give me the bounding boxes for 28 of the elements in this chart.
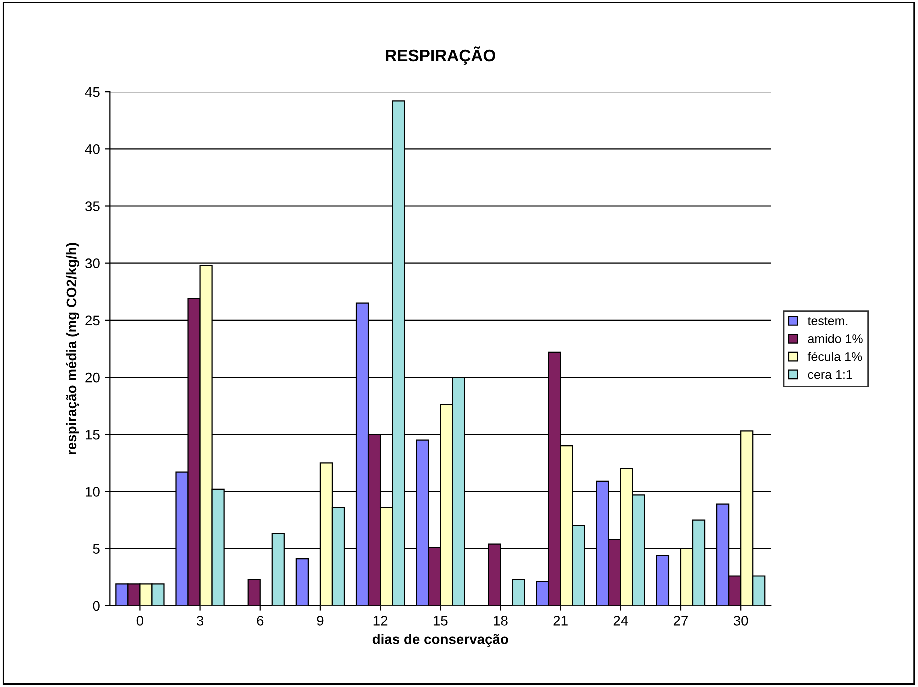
x-tick-label: 9 bbox=[317, 616, 324, 626]
y-tick-label: 25 bbox=[86, 316, 100, 326]
legend-label: testem. bbox=[808, 317, 848, 326]
x-tick-label: 18 bbox=[494, 616, 508, 626]
x-tick-label: 21 bbox=[554, 616, 568, 626]
legend-label: amido 1% bbox=[808, 334, 863, 344]
legend-label: cera 1:1 bbox=[808, 370, 852, 380]
y-tick-label: 40 bbox=[85, 144, 100, 154]
y-tick-label: 15 bbox=[86, 430, 100, 440]
x-tick-label: 0 bbox=[136, 616, 144, 626]
x-axis-title: dias de conservação bbox=[372, 634, 508, 648]
legend-label: fécula 1% bbox=[808, 352, 862, 362]
x-tick-label: 6 bbox=[257, 616, 264, 626]
y-tick-label: 10 bbox=[86, 487, 100, 497]
x-tick-label: 3 bbox=[196, 616, 204, 626]
y-tick-label: 35 bbox=[86, 202, 100, 212]
x-tick-label: 30 bbox=[734, 616, 748, 626]
x-tick-label: 12 bbox=[374, 616, 388, 626]
chart-title: RESPIRAÇÃO bbox=[386, 46, 496, 65]
x-tick-label: 15 bbox=[434, 616, 448, 626]
y-tick-label: 45 bbox=[85, 88, 100, 98]
x-tick-label: 27 bbox=[674, 616, 688, 626]
y-axis-title: respiração média (mg CO2/kg/h) bbox=[66, 243, 80, 455]
y-tick-label: 20 bbox=[86, 372, 100, 383]
x-tick-label: 24 bbox=[614, 616, 628, 626]
y-tick-label: 0 bbox=[93, 601, 100, 612]
y-tick-label: 5 bbox=[93, 544, 100, 554]
y-tick-label: 30 bbox=[86, 258, 100, 269]
